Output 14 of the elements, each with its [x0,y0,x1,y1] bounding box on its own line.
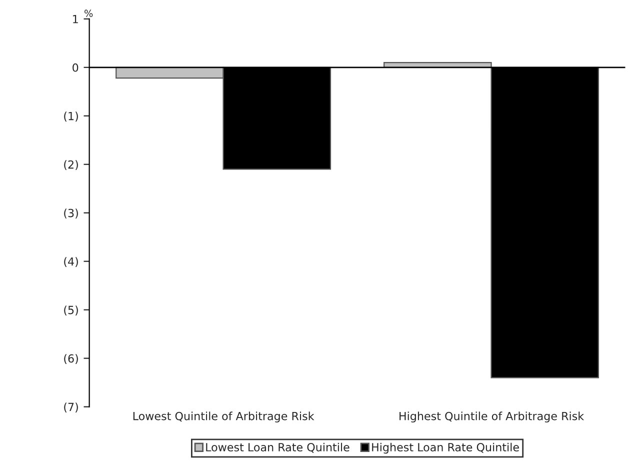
y-axis-title: % [84,10,93,18]
y-tick-label: (1) [64,112,78,122]
y-tick-label: (5) [64,306,78,316]
y-tick-label: 1 [73,15,78,24]
legend-label: Lowest Loan Rate Quintile [206,442,350,453]
y-tick-label: (4) [64,257,78,268]
y-tick-label: (2) [64,160,78,170]
y-tick-label: (7) [64,402,78,412]
y-tick-label: (3) [64,208,78,219]
y-tick-label: (6) [64,354,78,364]
x-tick-label: Lowest Quintile of Arbitrage Risk [133,412,314,422]
x-tick-label: Highest Quintile of Arbitrage Risk [400,412,584,422]
y-tick-label: 0 [72,63,78,72]
legend-label: Highest Loan Rate Quintile [372,442,519,454]
